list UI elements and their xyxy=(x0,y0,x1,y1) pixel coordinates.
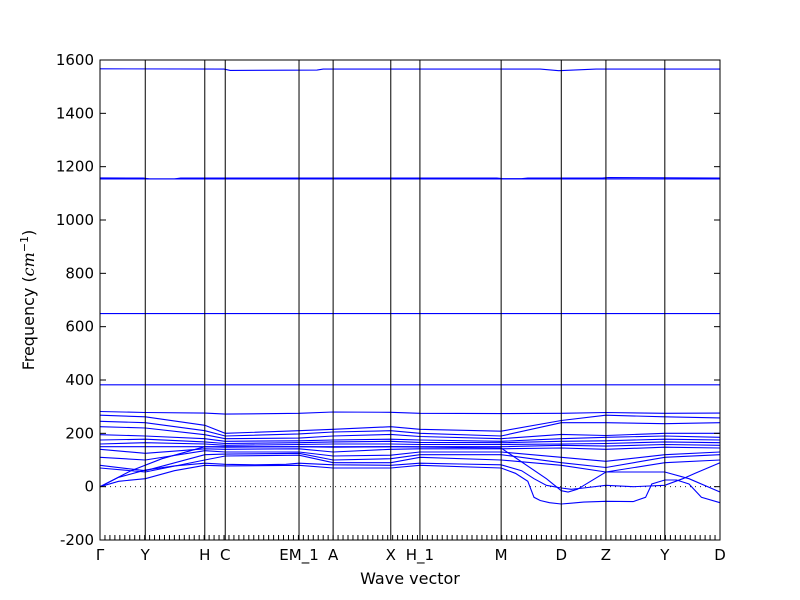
y-tick-label: 200 xyxy=(65,424,94,442)
y-tick-label: 1400 xyxy=(56,104,94,122)
x-tick-label: Z xyxy=(601,546,611,564)
y-tick-label: 800 xyxy=(65,264,94,282)
band-line-6 xyxy=(99,410,721,415)
band-line-20 xyxy=(99,446,721,493)
band-series xyxy=(99,68,721,505)
x-tick-label: Γ xyxy=(96,546,105,564)
y-tick-label: 400 xyxy=(65,371,94,389)
y-tick-label: 1200 xyxy=(56,158,94,176)
band-line-7 xyxy=(99,414,721,434)
y-axis-label-unit: cm xyxy=(19,252,38,276)
y-axis-label-close: ) xyxy=(19,230,38,236)
x-tick-label: D xyxy=(555,546,567,564)
band-line-18 xyxy=(99,462,721,490)
x-axis-label: Wave vector xyxy=(360,569,460,588)
x-tick-label: C xyxy=(220,546,230,564)
band-line-1 xyxy=(99,68,720,72)
x-tick-label: Y xyxy=(140,546,151,564)
y-tick-label: 0 xyxy=(84,478,94,496)
x-tick-label: A xyxy=(328,546,339,564)
plot-frame xyxy=(99,59,721,541)
y-tick-label: -200 xyxy=(60,531,94,549)
x-tick-label: H_1 xyxy=(406,546,434,565)
x-tick-label: X xyxy=(386,546,396,564)
y-axis-label: Frequency (cm−1) xyxy=(18,230,39,371)
x-axis-ticks: Γ Y H C EM_1 A X H_1 M D Z Y D xyxy=(96,60,726,565)
x-tick-label: EM_1 xyxy=(279,546,318,565)
band-line-19 xyxy=(99,464,721,505)
y-tick-label: 1600 xyxy=(56,51,94,69)
x-tick-label: Y xyxy=(659,546,670,564)
x-tick-label: M xyxy=(495,546,508,564)
y-tick-label: 600 xyxy=(65,318,94,336)
y-axis-ticks: -200 0 200 400 600 800 1000 1200 1400 1600 xyxy=(56,51,720,549)
x-tick-label: H xyxy=(199,546,210,564)
x-tick-label: D xyxy=(714,546,726,564)
y-tick-label: 1000 xyxy=(56,211,94,229)
y-axis-label-exponent: −1 xyxy=(18,236,31,252)
y-axis-label-main: Frequency ( xyxy=(19,276,38,370)
